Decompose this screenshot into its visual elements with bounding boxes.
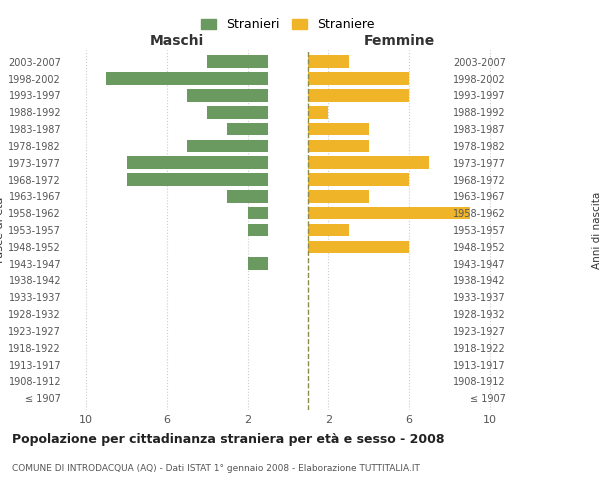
Bar [308,173,409,186]
Bar [308,224,349,236]
Bar [248,207,268,220]
Bar [248,224,268,236]
Bar [308,140,369,152]
Bar [308,72,409,85]
Bar [127,156,268,169]
Bar [308,190,369,202]
Legend: Stranieri, Straniere: Stranieri, Straniere [196,13,380,36]
Bar [187,140,268,152]
Bar [207,106,268,118]
Bar [227,190,268,202]
Bar [308,207,470,220]
Bar [187,89,268,102]
Bar [308,240,409,253]
Bar [106,72,268,85]
Bar [308,106,328,118]
Bar [127,173,268,186]
Text: Maschi: Maschi [150,34,204,48]
Y-axis label: Fasce di età: Fasce di età [0,197,5,263]
Bar [308,156,429,169]
Bar [308,123,369,136]
Bar [207,56,268,68]
Text: COMUNE DI INTRODACQUA (AQ) - Dati ISTAT 1° gennaio 2008 - Elaborazione TUTTITALI: COMUNE DI INTRODACQUA (AQ) - Dati ISTAT … [12,464,420,473]
Text: Anni di nascita: Anni di nascita [592,192,600,268]
Bar [308,89,409,102]
Bar [308,56,349,68]
Text: Femmine: Femmine [364,34,434,48]
Text: Popolazione per cittadinanza straniera per età e sesso - 2008: Popolazione per cittadinanza straniera p… [12,432,445,446]
Bar [248,258,268,270]
Bar [227,123,268,136]
